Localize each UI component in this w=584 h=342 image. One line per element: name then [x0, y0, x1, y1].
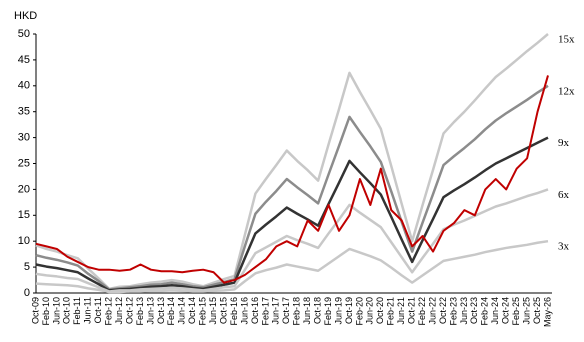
x-tick-label: Jun-18	[302, 297, 312, 325]
x-tick-label: Jun-19	[333, 297, 343, 325]
x-tick-label: Oct-09	[30, 297, 40, 324]
x-tick-label: Jun-20	[365, 297, 375, 325]
x-tick-label: Feb-22	[417, 297, 427, 326]
x-tick-label: Jun-10	[51, 297, 61, 325]
x-tick-label: Oct-25	[532, 297, 542, 324]
price-line	[35, 75, 549, 284]
band-label: 3x	[558, 241, 570, 253]
x-tick-label: Oct-16	[250, 297, 260, 324]
x-tick-label: Oct-15	[218, 297, 228, 324]
x-tick-label: Jun-12	[114, 297, 124, 325]
x-tick-label: Feb-24	[480, 297, 490, 326]
band-label: 6x	[558, 189, 570, 201]
x-tick-label: Feb-23	[448, 297, 458, 326]
y-tick-label: 35	[18, 106, 30, 118]
x-tick-label: Feb-14	[166, 297, 176, 326]
x-tick-label: Oct-23	[469, 297, 479, 324]
y-tick-label: 30	[18, 132, 30, 144]
x-tick-label: Oct-14	[187, 297, 197, 324]
x-tick-label: Jun-17	[271, 297, 281, 325]
x-tick-label: Oct-20	[375, 297, 385, 324]
band-line	[35, 33, 549, 291]
x-tick-label: Feb-12	[104, 297, 114, 326]
x-tick-label: Oct-13	[156, 297, 166, 324]
x-tick-label: Oct-11	[93, 297, 103, 323]
y-tick-label: 5	[24, 261, 30, 273]
x-tick-label: Jun-24	[490, 297, 500, 325]
y-tick-label: 25	[18, 157, 30, 169]
y-axis-label: HKD	[14, 10, 37, 22]
band-label: 15x	[558, 34, 575, 46]
x-tick-label: Jun-15	[208, 297, 218, 325]
x-tick-label: Oct-18	[312, 297, 322, 324]
x-tick-label: Jun-11	[83, 297, 93, 324]
x-tick-label: Feb-13	[135, 297, 145, 326]
x-tick-label: May-26	[542, 297, 552, 327]
x-tick-label: Feb-19	[323, 297, 333, 326]
x-tick-label: Feb-18	[292, 297, 302, 326]
x-tick-label: Jun-22	[427, 297, 437, 325]
band-label: 9x	[558, 137, 570, 149]
x-tick-label: Feb-17	[260, 297, 270, 326]
x-tick-label: Feb-10	[41, 297, 51, 326]
x-tick-label: Feb-16	[229, 297, 239, 326]
y-tick-label: 50	[18, 28, 30, 40]
y-tick-label: 40	[18, 80, 30, 92]
x-tick-label: Feb-21	[386, 297, 396, 326]
x-tick-label: Oct-24	[501, 297, 511, 324]
x-tick-label: Oct-21	[407, 297, 417, 324]
x-tick-label: Feb-25	[511, 297, 521, 326]
band-line	[35, 239, 549, 294]
band-line	[35, 84, 549, 291]
y-tick-label: 0	[24, 287, 30, 299]
y-tick-label: 15	[18, 209, 30, 221]
x-tick-label: Oct-22	[438, 297, 448, 324]
y-tick-label: 10	[18, 235, 30, 247]
band-label: 12x	[558, 85, 575, 97]
band-line	[35, 188, 549, 293]
x-tick-label: Feb-20	[354, 297, 364, 326]
x-tick-label: Jun-13	[145, 297, 155, 325]
x-tick-label: Jun-14	[177, 297, 187, 325]
x-tick-label: Jun-23	[459, 297, 469, 325]
x-tick-label: Oct-19	[344, 297, 354, 324]
x-tick-label: Jun-21	[396, 297, 406, 325]
x-tick-label: Oct-17	[281, 297, 291, 324]
x-tick-label: Jun-16	[239, 297, 249, 325]
y-tick-label: 20	[18, 183, 30, 195]
x-tick-label: Feb-11	[72, 297, 82, 325]
x-tick-label: Oct-12	[124, 297, 134, 324]
x-tick-label: Jun-25	[521, 297, 531, 325]
y-tick-label: 45	[18, 54, 30, 66]
x-tick-label: Oct-10	[62, 297, 72, 324]
x-tick-label: Feb-15	[198, 297, 208, 326]
